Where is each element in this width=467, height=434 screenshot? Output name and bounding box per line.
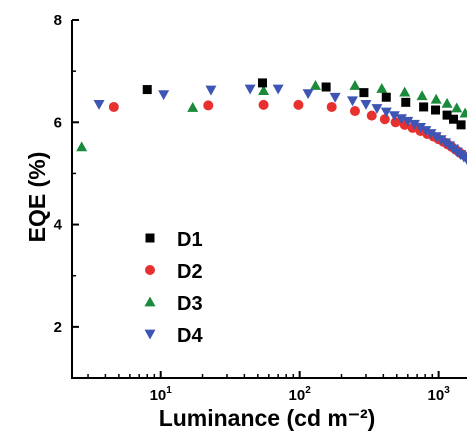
y-axis-title: EQE (%) — [24, 152, 50, 243]
data-point-d2 — [326, 101, 337, 112]
series-d2 — [108, 99, 467, 160]
data-point-d4 — [380, 107, 392, 118]
data-point-d3 — [430, 93, 442, 104]
data-point-d2 — [203, 100, 214, 111]
x-axis-title: Luminance (cd m⁻²) — [159, 405, 376, 431]
data-point-d3 — [310, 79, 322, 90]
legend-label-d2: D2 — [177, 261, 203, 283]
data-point-d4 — [461, 155, 467, 166]
data-point-d4 — [414, 123, 426, 133]
data-point-d1 — [449, 114, 459, 124]
legend: D1 D2 D3 D4 — [144, 229, 203, 347]
data-point-d2 — [349, 106, 360, 117]
data-point-d3 — [76, 141, 88, 152]
data-point-d1 — [442, 110, 452, 120]
data-point-d4 — [371, 104, 383, 114]
data-point-d4 — [420, 126, 432, 136]
data-point-d3 — [349, 79, 361, 90]
data-point-d4 — [158, 90, 170, 101]
axis-ticks — [72, 19, 440, 379]
data-point-d4 — [425, 129, 437, 140]
data-point-d1 — [321, 82, 331, 92]
series-d4 — [93, 84, 467, 166]
data-point-d2 — [379, 114, 390, 125]
legend-marker-d3 — [144, 296, 156, 307]
data-point-d3 — [376, 83, 388, 93]
tick-labels: 2 4 6 8 101 102 103 — [54, 12, 451, 404]
legend-marker-d1 — [145, 233, 155, 243]
data-point-d4 — [329, 92, 341, 103]
data-point-d4 — [395, 114, 407, 125]
data-point-d3 — [187, 101, 199, 112]
data-point-d3 — [258, 85, 270, 95]
legend-marker-d2 — [145, 265, 155, 275]
legend-label-d4: D4 — [177, 325, 203, 347]
data-point-d3 — [441, 97, 453, 108]
data-point-d3 — [459, 107, 467, 118]
data-point-d1 — [401, 97, 411, 107]
data-point-d1 — [142, 85, 152, 95]
data-point-d4 — [435, 135, 447, 146]
data-point-d4 — [302, 89, 314, 100]
axes — [71, 20, 467, 379]
data-point-d4 — [205, 85, 217, 96]
legend-marker-d4 — [144, 329, 156, 340]
data-point-d4 — [272, 84, 284, 95]
data-point-d4 — [408, 119, 420, 130]
data-point-d3 — [416, 90, 428, 101]
data-point-d4 — [430, 132, 442, 143]
legend-label-d3: D3 — [177, 293, 203, 315]
y-tick-label: 6 — [54, 114, 62, 131]
data-point-d2 — [108, 101, 119, 112]
y-tick-label: 8 — [54, 12, 62, 29]
data-point-d2 — [390, 117, 401, 128]
data-point-d4 — [360, 99, 372, 110]
y-tick-label: 2 — [54, 319, 62, 336]
data-point-d4 — [347, 96, 359, 107]
data-point-d4 — [402, 116, 414, 127]
x-tick-label: 102 — [289, 385, 312, 404]
y-tick-label: 4 — [54, 217, 63, 234]
x-tick-label: 101 — [150, 385, 173, 404]
legend-label-d1: D1 — [177, 229, 203, 251]
data-point-d1 — [381, 92, 391, 102]
data-point-d3 — [451, 102, 463, 113]
data-point-d4 — [244, 84, 256, 95]
data-point-d2 — [293, 99, 304, 110]
series-d3 — [76, 79, 467, 152]
data-point-d4 — [93, 99, 105, 110]
data-point-d1 — [456, 120, 466, 130]
data-points — [76, 78, 467, 166]
data-point-d2 — [258, 99, 269, 110]
data-point-d3 — [399, 86, 411, 97]
data-point-d1 — [419, 102, 429, 112]
data-point-d2 — [366, 110, 377, 121]
data-point-d1 — [257, 78, 267, 88]
data-point-d4 — [388, 111, 400, 122]
x-tick-label: 103 — [428, 385, 451, 404]
data-point-d1 — [431, 105, 441, 115]
data-point-d1 — [359, 88, 369, 98]
series-d1 — [142, 78, 466, 130]
